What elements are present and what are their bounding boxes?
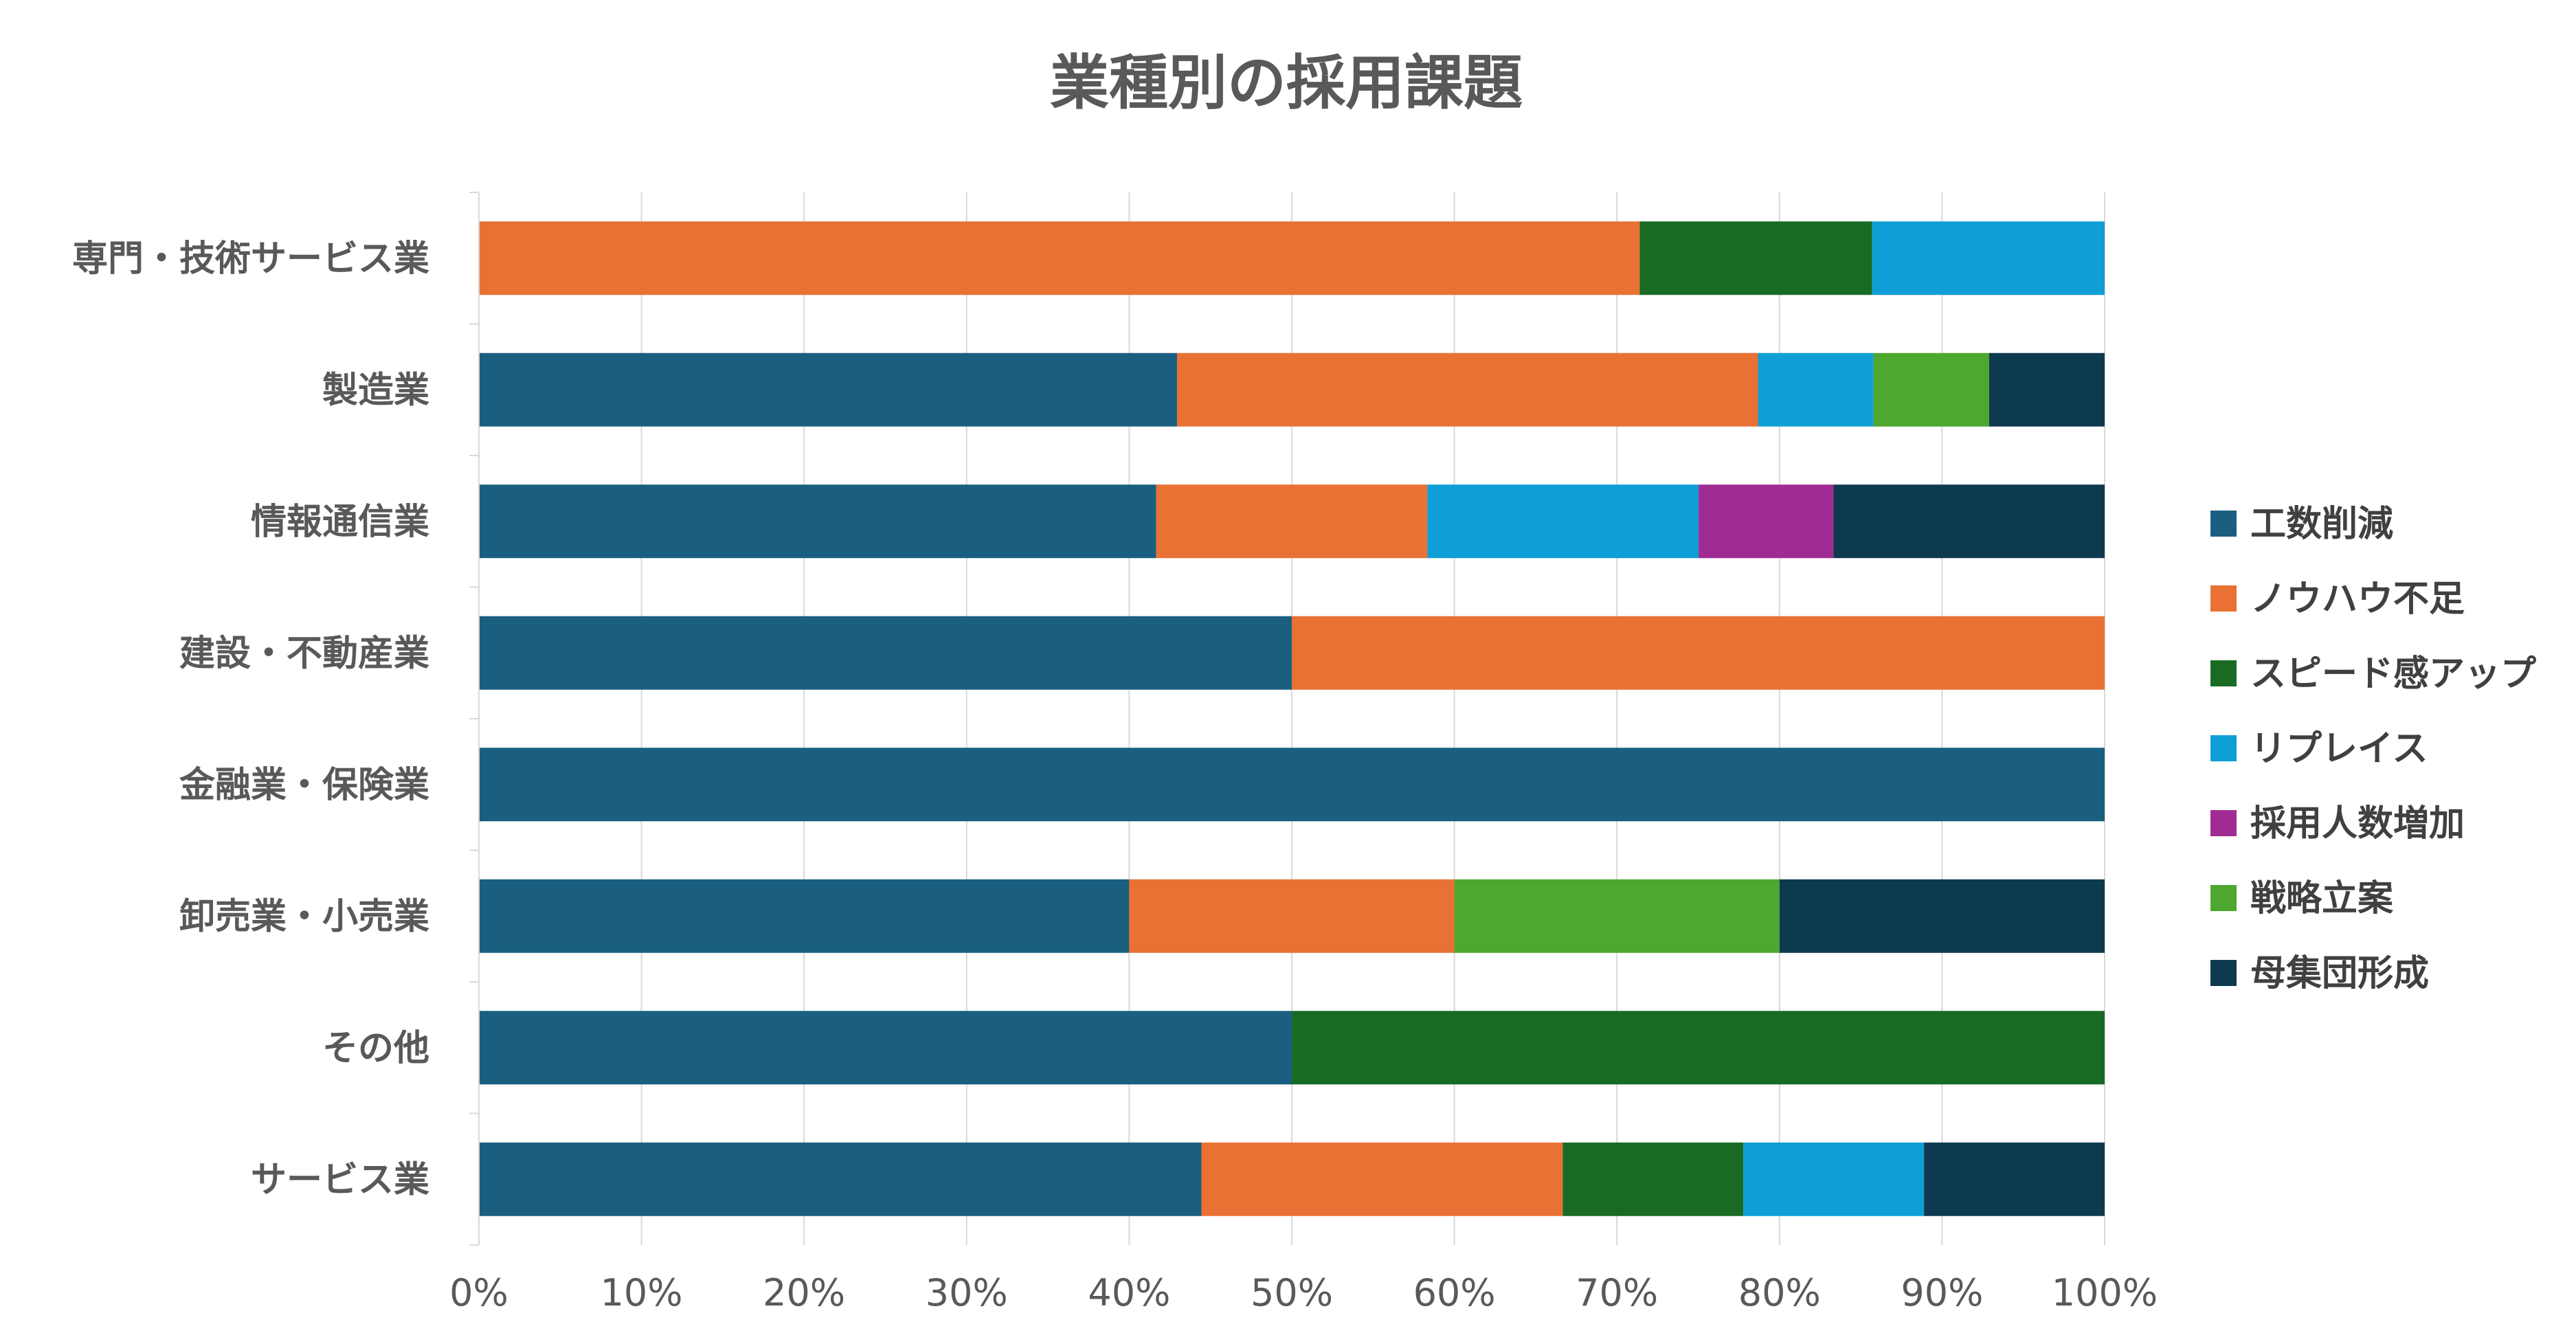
category-label: 建設・不動産業 [179,633,429,674]
bar-segment [479,616,1292,690]
bar-segment [479,879,1130,953]
bar-segment [1833,484,2105,559]
x-tick-label: 60% [1413,1271,1496,1314]
bar-segment [1563,1142,1744,1216]
bar-segment [1129,879,1455,953]
bar-segment [1177,352,1758,427]
bar-segment [1743,1142,1925,1216]
category-label: その他 [322,1028,429,1069]
x-tick-label: 30% [926,1271,1008,1314]
bar-segment [1292,616,2105,690]
legend-swatch [2210,960,2237,986]
category-label: 金融業・保険業 [179,765,429,806]
x-tick-label: 90% [1901,1271,1983,1314]
bar-segment [1699,484,1834,559]
x-tick-label: 50% [1251,1271,1333,1314]
axis-layer: 専門・技術サービス業製造業情報通信業建設・不動産業金融業・保険業卸売業・小売業そ… [72,192,2158,1314]
legend-swatch [2210,660,2237,686]
legend-swatch [2210,810,2237,836]
legend-label: 工数削減 [2250,504,2393,545]
bar-segment [1873,352,1989,427]
bar-segment [479,484,1156,559]
x-tick-label: 0% [449,1271,508,1314]
bar-segment [479,1142,1202,1216]
bar-segment [1156,484,1428,559]
legend-label: リプレイス [2250,728,2428,770]
legend-label: 母集団形成 [2250,953,2429,994]
legend-swatch [2210,585,2237,612]
bar-segment [1427,484,1699,559]
category-label: 専門・技術サービス業 [72,238,429,280]
legend-label: 採用人数増加 [2250,803,2465,844]
chart-title: 業種別の採用課題 [1050,49,1523,117]
bar-segment [1779,879,2105,953]
bar-segment [1758,352,1874,427]
x-tick-label: 10% [601,1271,683,1314]
category-label: 卸売業・小売業 [179,896,429,937]
x-tick-label: 80% [1738,1271,1821,1314]
legend-swatch [2210,511,2237,537]
bar-segment [479,221,1640,295]
bar-segment [1924,1142,2105,1216]
bar-segment [479,748,2105,822]
x-tick-label: 40% [1088,1271,1170,1314]
legend-label: 戦略立案 [2250,878,2394,919]
grid-layer [478,192,2105,1245]
legend-swatch [2210,885,2237,911]
category-label: 製造業 [322,370,429,411]
legend-label: ノウハウ不足 [2250,579,2465,620]
bar-segment [1872,221,2105,295]
bar-segment [1292,1011,2105,1085]
bar-segment [479,352,1178,427]
bar-segment [1989,352,2105,427]
category-label: 情報通信業 [251,502,429,543]
x-tick-label: 70% [1576,1271,1658,1314]
bar-segment [1639,221,1872,295]
x-tick-label: 20% [763,1271,845,1314]
bar-segment [479,1011,1292,1085]
bar-segment [1201,1142,1563,1216]
bars-layer [479,221,2105,1216]
x-tick-label: 100% [2052,1271,2158,1314]
legend-swatch [2210,735,2237,761]
bar-segment [1454,879,1780,953]
legend-label: スピード感アップ [2250,653,2536,695]
category-label: サービス業 [251,1159,429,1200]
